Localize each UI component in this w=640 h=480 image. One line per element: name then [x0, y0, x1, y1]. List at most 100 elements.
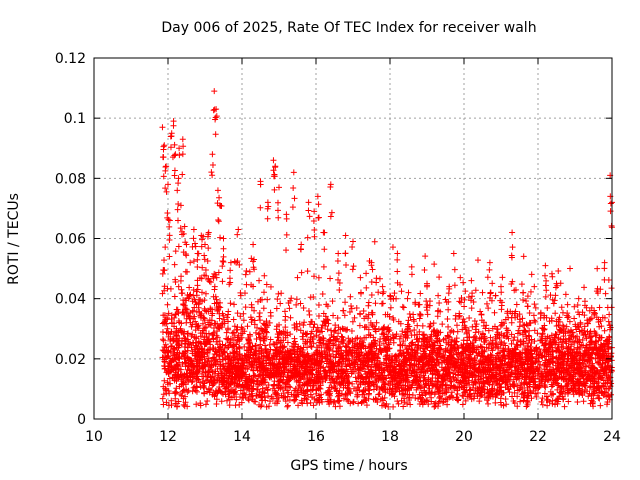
data-point — [454, 397, 461, 404]
data-point — [531, 327, 538, 334]
data-point — [373, 279, 380, 286]
data-point — [300, 304, 307, 311]
data-point — [202, 401, 209, 408]
data-point — [161, 267, 168, 274]
data-point — [445, 323, 452, 330]
data-point — [329, 298, 336, 305]
data-point — [304, 268, 311, 275]
data-point — [311, 374, 318, 381]
data-point — [373, 319, 380, 326]
data-point — [362, 323, 369, 330]
data-point — [499, 274, 506, 281]
data-point — [579, 337, 586, 344]
data-point — [260, 305, 267, 312]
data-point — [517, 398, 524, 405]
data-point — [574, 398, 581, 405]
data-point — [211, 300, 218, 307]
data-point — [532, 304, 539, 311]
data-point — [518, 281, 525, 288]
data-point — [198, 289, 205, 296]
data-point — [410, 311, 417, 318]
data-point — [240, 317, 247, 324]
data-point — [266, 398, 273, 405]
data-point — [293, 296, 300, 303]
data-point — [332, 341, 339, 348]
data-point — [224, 336, 231, 343]
data-point — [336, 343, 343, 350]
data-point — [161, 377, 168, 384]
data-point — [472, 329, 479, 336]
data-point — [484, 274, 491, 281]
data-point — [565, 398, 572, 405]
data-point — [206, 278, 213, 285]
data-point — [549, 273, 556, 280]
data-point — [567, 362, 574, 369]
data-point — [211, 270, 218, 277]
data-point — [526, 310, 533, 317]
data-point — [511, 334, 518, 341]
data-point — [408, 332, 415, 339]
data-point — [597, 286, 604, 293]
data-point — [461, 303, 468, 310]
data-point — [550, 300, 557, 307]
data-point — [419, 322, 426, 329]
data-point — [503, 379, 510, 386]
data-point — [248, 304, 255, 311]
data-point — [450, 250, 457, 257]
data-point — [502, 396, 509, 403]
data-point — [301, 319, 308, 326]
data-point — [244, 366, 251, 373]
data-point — [483, 300, 490, 307]
data-point — [348, 327, 355, 334]
data-point — [257, 341, 264, 348]
data-point — [400, 338, 407, 345]
data-point — [206, 389, 213, 396]
data-point — [275, 290, 282, 297]
data-point — [426, 385, 433, 392]
data-point — [511, 389, 518, 396]
data-point — [175, 398, 182, 405]
data-point — [520, 296, 527, 303]
data-point — [223, 329, 230, 336]
data-point — [601, 327, 608, 334]
data-point — [256, 310, 263, 317]
data-point — [202, 307, 209, 314]
data-point — [284, 402, 291, 409]
data-point — [390, 403, 397, 410]
data-point — [171, 293, 178, 300]
data-point — [171, 261, 178, 268]
data-point — [555, 267, 562, 274]
data-point — [571, 303, 578, 310]
data-point — [301, 357, 308, 364]
data-point — [558, 304, 565, 311]
data-point — [274, 334, 281, 341]
data-point — [176, 383, 183, 390]
data-point — [392, 353, 399, 360]
data-point — [565, 328, 572, 335]
data-point — [581, 323, 588, 330]
data-point — [438, 395, 445, 402]
data-point — [462, 326, 469, 333]
data-point — [580, 398, 587, 405]
data-point — [425, 401, 432, 408]
data-point — [319, 290, 326, 297]
data-point — [284, 403, 291, 410]
data-point — [365, 299, 372, 306]
data-point — [175, 243, 182, 250]
data-point — [442, 347, 449, 354]
data-point — [544, 304, 551, 311]
data-point — [581, 284, 588, 291]
data-point — [527, 320, 534, 327]
data-point — [551, 401, 558, 408]
data-point — [182, 393, 189, 400]
data-point — [294, 274, 301, 281]
data-point — [161, 257, 168, 264]
data-point — [430, 320, 437, 327]
data-point — [216, 315, 223, 322]
data-point — [471, 333, 478, 340]
data-point — [234, 310, 241, 317]
data-point — [286, 305, 293, 312]
data-point — [251, 307, 258, 314]
data-point — [173, 403, 180, 410]
